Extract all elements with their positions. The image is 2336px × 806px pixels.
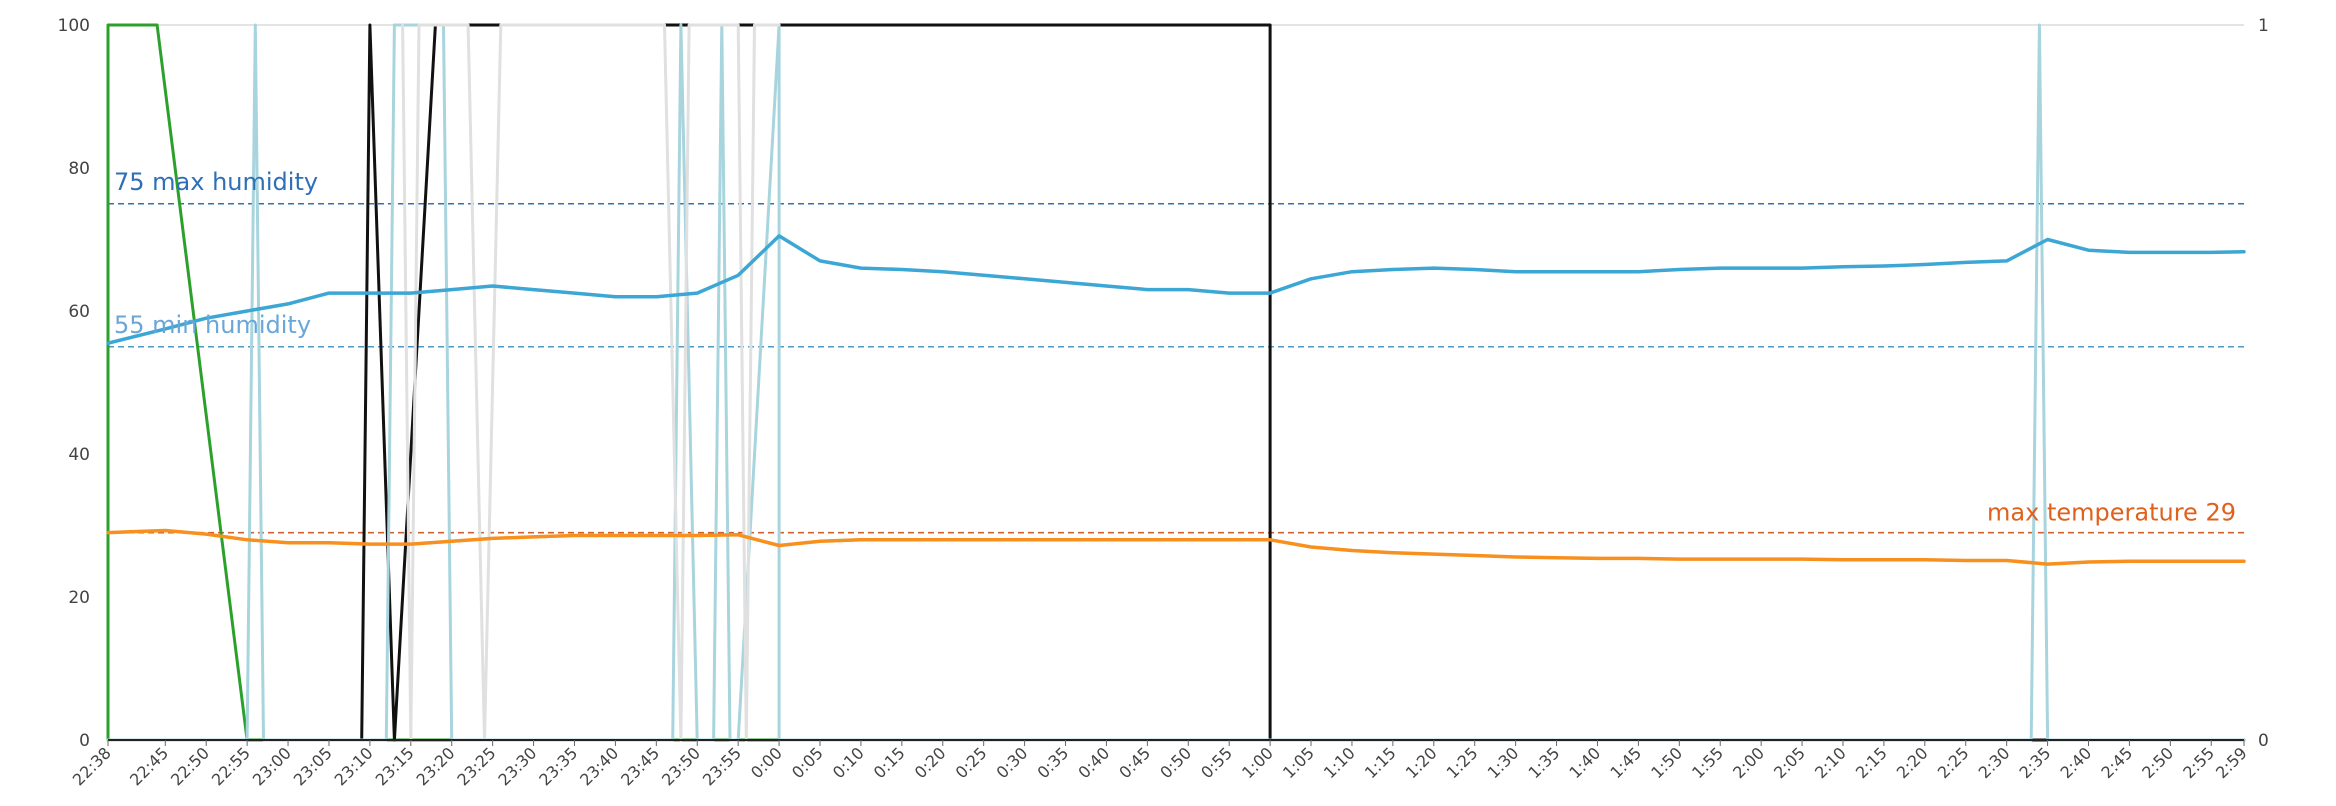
x-tick-label: 2:15 (1852, 743, 1891, 782)
x-tick-label: 0:05 (788, 743, 827, 782)
x-tick-label: 23:40 (576, 743, 622, 789)
x-tick-label: 2:35 (2016, 743, 2055, 782)
x-tick-label: 22:50 (167, 743, 213, 789)
y2-tick-label: 0 (2258, 731, 2269, 751)
x-tick-label: 0:20 (911, 743, 950, 782)
y-tick-label: 80 (68, 159, 90, 179)
x-tick-label: 1:50 (1647, 743, 1686, 782)
y-tick-label: 0 (79, 731, 90, 751)
annotation-label: 55 min humidity (114, 311, 311, 339)
x-tick-label: 2:50 (2138, 743, 2177, 782)
x-tick-label: 1:10 (1320, 743, 1359, 782)
x-tick-label: 23:05 (290, 743, 336, 789)
series-line-3 (360, 23, 2246, 742)
x-tick-label: 0:50 (1156, 743, 1195, 782)
x-tick-label: 23:20 (413, 743, 459, 789)
series-line-0 (106, 234, 2246, 345)
x-tick-label: 23:35 (535, 743, 581, 789)
x-tick-label: 23:55 (699, 743, 745, 789)
annotation-lines (108, 202, 2244, 534)
x-tick-label: 23:30 (494, 743, 540, 789)
x-tick-label: 22:55 (208, 743, 254, 789)
annotation-label: max temperature 29 (1987, 499, 2236, 527)
x-tick-label: 1:00 (1238, 743, 1277, 782)
x-tick-label: 1:55 (1688, 743, 1727, 782)
annotation-labels: 75 max humidity 55 min humidity max temper… (114, 168, 2236, 527)
x-tick-label: 2:59 (2212, 743, 2251, 782)
x-tick-label: 1:15 (1361, 743, 1400, 782)
y-tick-label: 40 (68, 445, 90, 465)
x-tick-label: 2:05 (1770, 743, 1809, 782)
x-tick-label: 23:45 (617, 743, 663, 789)
series-layer (106, 23, 2246, 742)
x-tick-label: 1:35 (1525, 743, 1564, 782)
y-tick-label: 60 (68, 302, 90, 322)
x-tick-label: 2:20 (1893, 743, 1932, 782)
x-tick-label: 22:45 (126, 743, 172, 789)
x-tick-label: 23:25 (453, 743, 499, 789)
x-tick-label: 2:00 (1729, 743, 1768, 782)
x-tick-label: 1:30 (1484, 743, 1523, 782)
x-tick-label: 0:25 (952, 743, 991, 782)
x-tick-label: 0:10 (829, 743, 868, 782)
x-tick-label: 0:55 (1197, 743, 1236, 782)
x-tick-label: 1:40 (1565, 743, 1604, 782)
x-tick-label: 23:10 (331, 743, 377, 789)
x-tick-label: 0:30 (993, 743, 1032, 782)
y2-tick-label: 1 (2258, 16, 2269, 36)
x-tick-label: 2:25 (1934, 743, 1973, 782)
x-tick-label: 1:05 (1279, 743, 1318, 782)
y-tick-label: 20 (68, 588, 90, 608)
x-tick-label: 23:00 (249, 743, 295, 789)
x-tick-label: 1:45 (1606, 743, 1645, 782)
x-tick-label: 23:50 (658, 743, 704, 789)
x-tick-label: 2:55 (2179, 743, 2218, 782)
x-tick-label: 0:40 (1074, 743, 1113, 782)
x-tick-label: 1:25 (1443, 743, 1482, 782)
x-tick-label: 0:35 (1033, 743, 1072, 782)
x-tick-label: 0:15 (870, 743, 909, 782)
x-tick-label: 1:20 (1402, 743, 1441, 782)
x-tick-label: 0:00 (747, 743, 786, 782)
x-tick-label: 22:38 (69, 743, 115, 789)
y-tick-label: 100 (58, 16, 90, 36)
series-line-1 (106, 528, 2246, 566)
x-tick-label: 2:45 (2097, 743, 2136, 782)
x-tick-label: 2:30 (1975, 743, 2014, 782)
x-tick-label: 23:15 (372, 743, 418, 789)
x-tick-label: 0:45 (1115, 743, 1154, 782)
x-tick-label: 2:40 (2056, 743, 2095, 782)
x-tick-label: 2:10 (1811, 743, 1850, 782)
annotation-label: 75 max humidity (114, 168, 318, 196)
